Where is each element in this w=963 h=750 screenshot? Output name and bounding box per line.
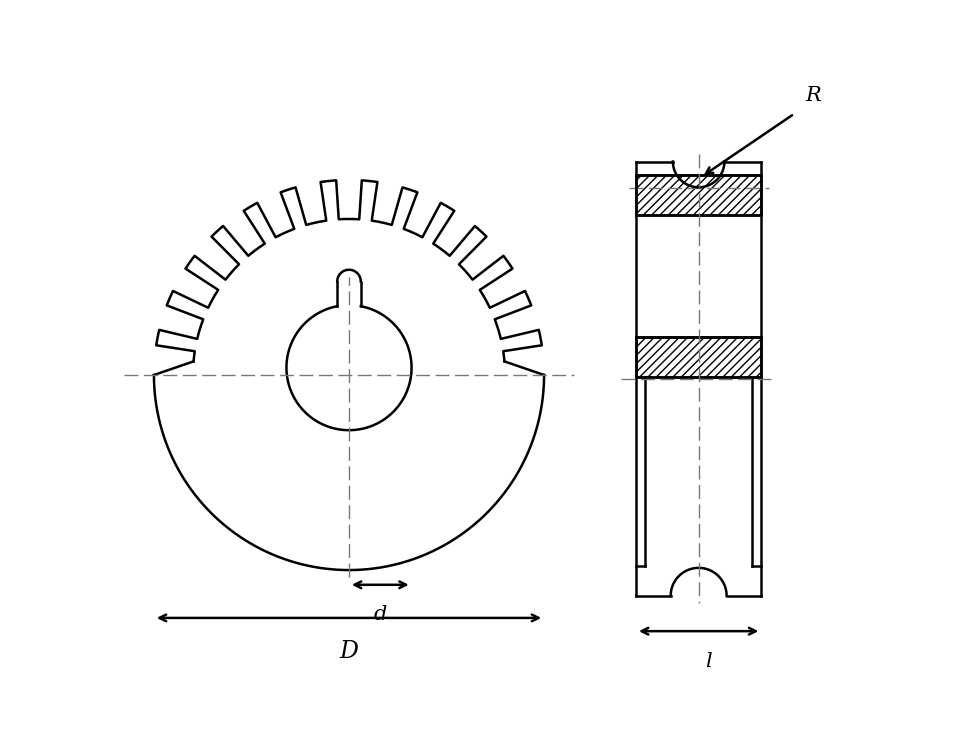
Bar [637, 175, 761, 215]
Text: R: R [805, 86, 820, 105]
Text: d: d [374, 605, 387, 625]
Bar [637, 337, 761, 377]
Text: l: l [705, 652, 712, 670]
Text: D: D [340, 640, 358, 663]
